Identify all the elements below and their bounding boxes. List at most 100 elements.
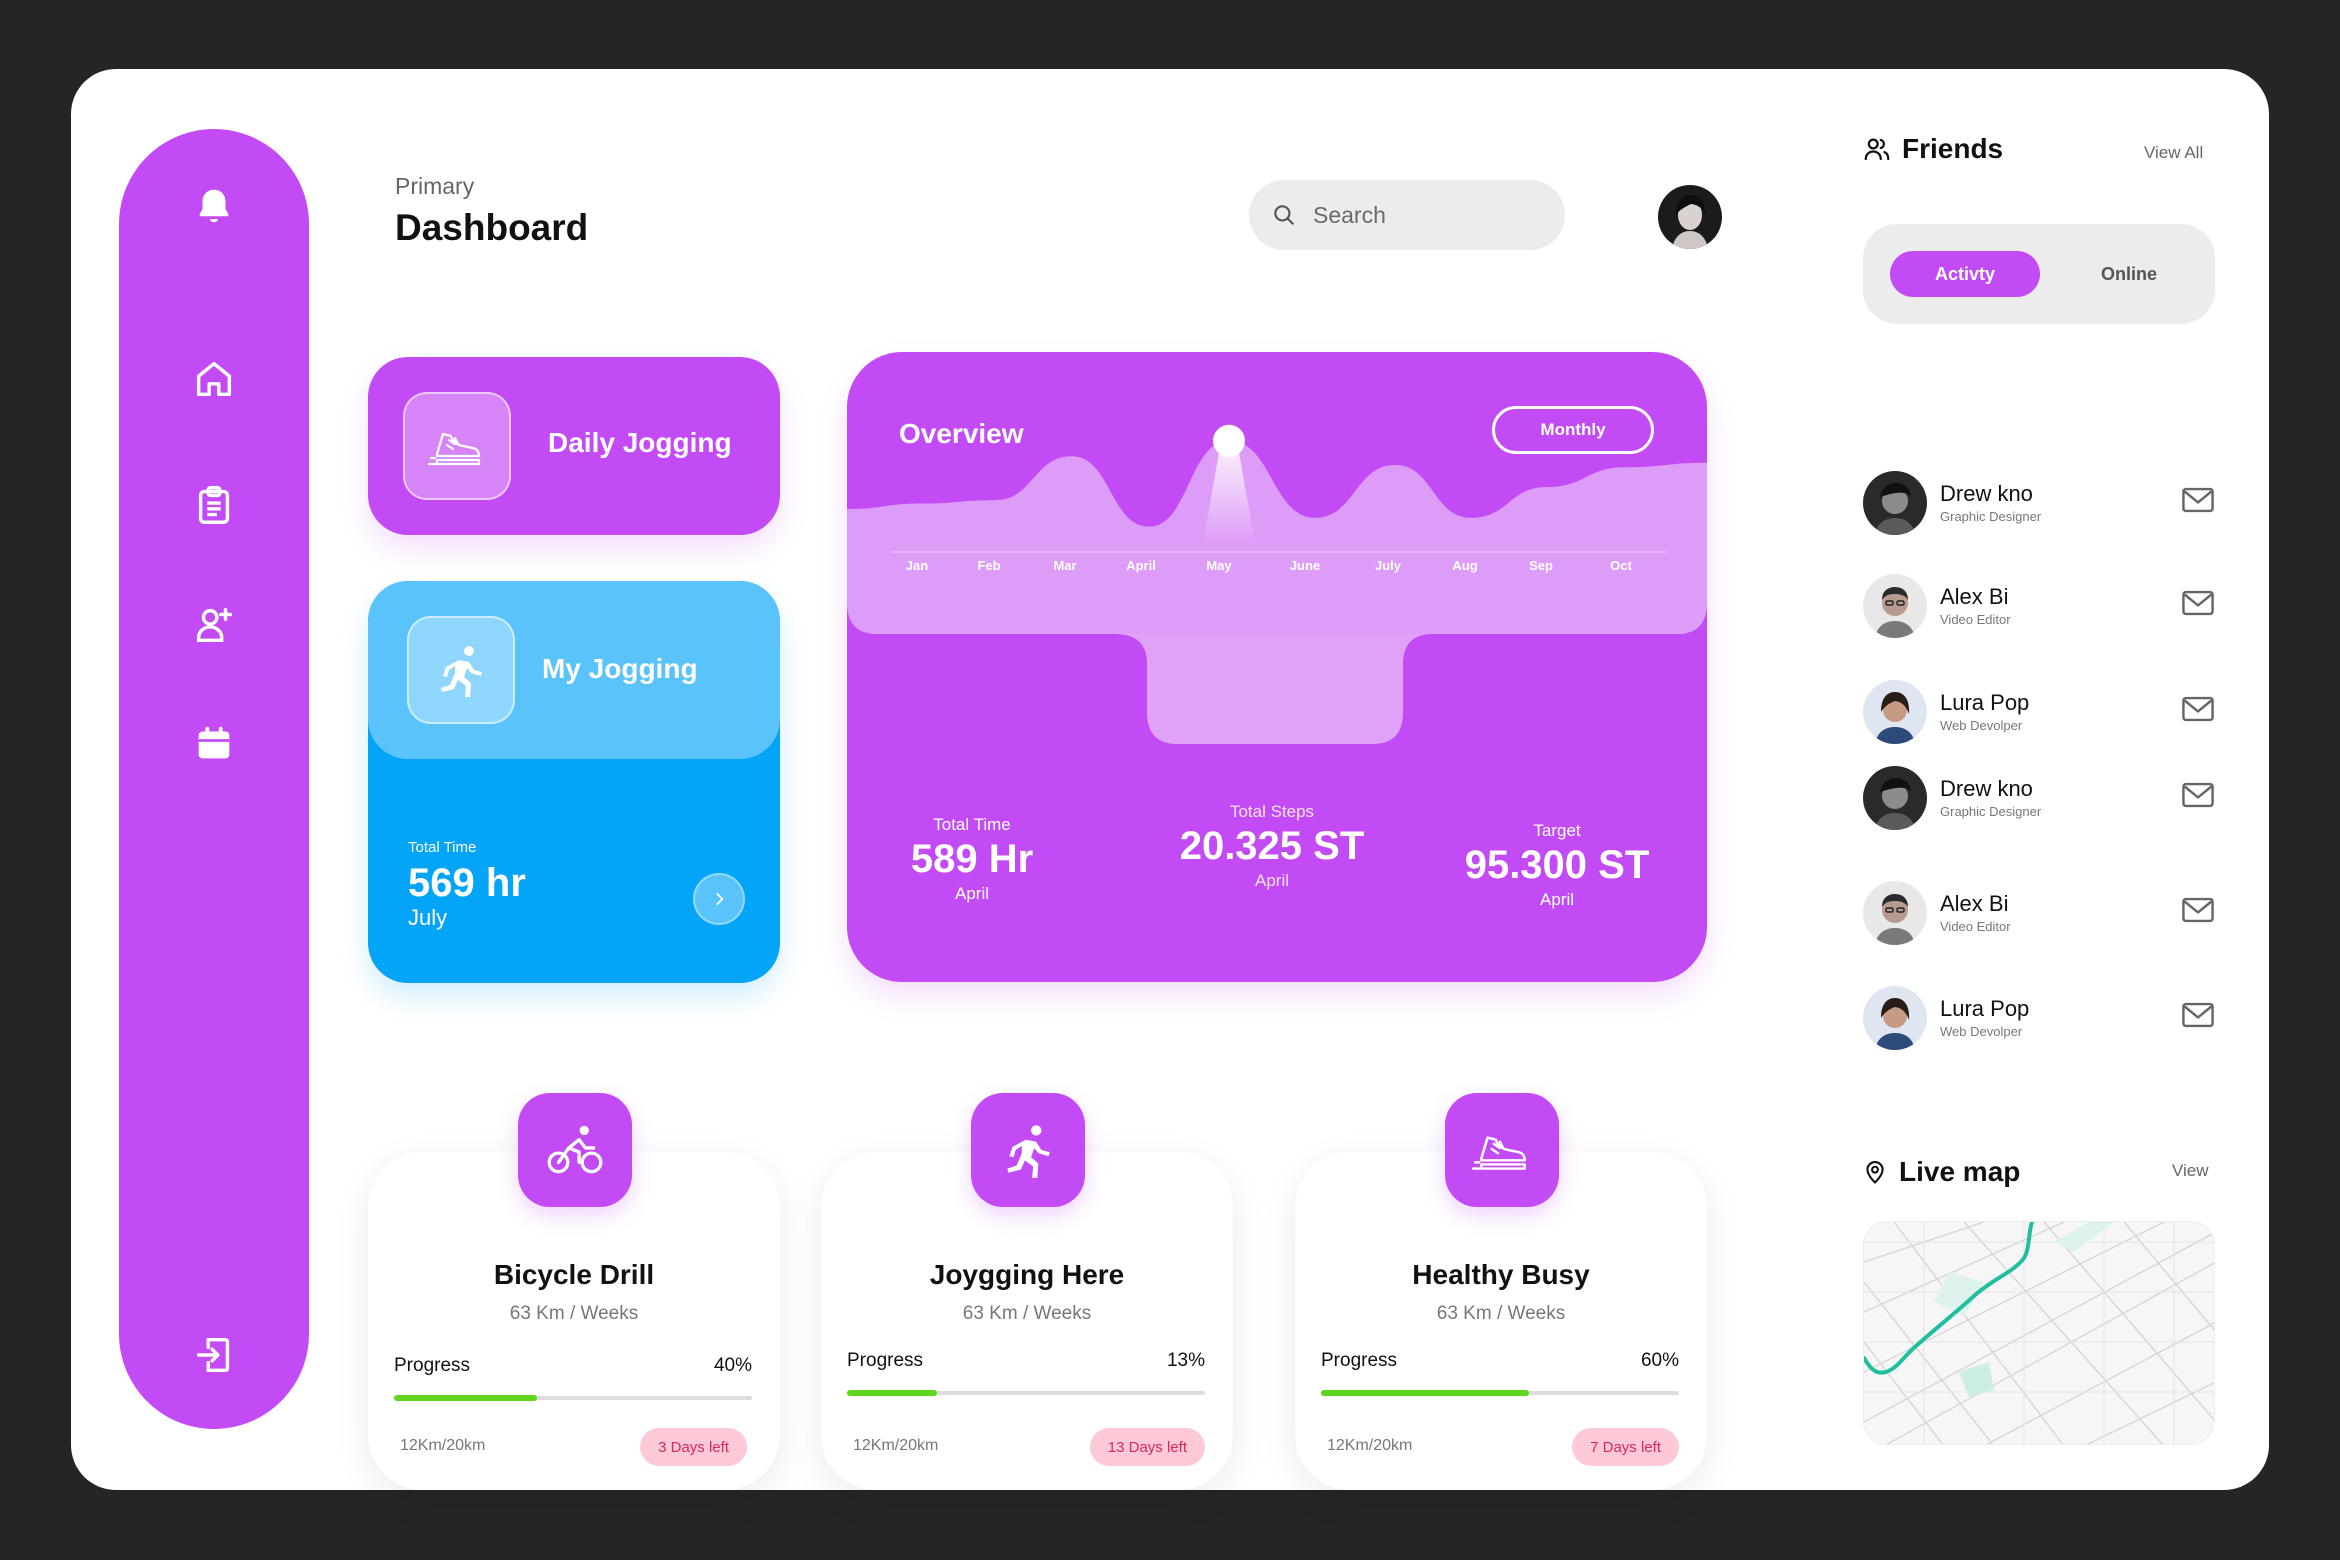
friend-row[interactable]: Drew kno Graphic Designer [1863,471,2215,537]
distance-text: 12Km/20km [400,1437,486,1454]
logout-icon[interactable] [188,1329,240,1381]
progress-percent: 60% [1640,1350,1679,1371]
home-icon[interactable] [188,353,240,405]
month-tick-label: April [1126,558,1156,573]
stat-caption: Total Steps [1229,802,1315,821]
live-map-heading: Live map [1861,1156,2020,1188]
stat-sub: April [1539,890,1574,909]
friend-avatar[interactable] [1863,574,1927,638]
search-input[interactable] [1313,201,1533,229]
clipboard-icon[interactable] [188,479,240,531]
search-bar [1249,180,1565,250]
location-pin-icon [1866,1161,1884,1184]
friend-role: Graphic Designer [1940,509,2042,524]
activity-title: Bicycle Drill [493,1259,655,1290]
my-jogging-header: My Jogging [368,581,780,759]
activity-card-bicycle[interactable]: Bicycle Drill 63 Km / Weeks Progress 40%… [368,1093,780,1490]
stat-value: 589 Hr [910,837,1034,881]
activity-card-healthy[interactable]: Healthy Busy 63 Km / Weeks Progress 60% … [1295,1093,1707,1490]
month-tick-label: May [1206,558,1232,573]
friend-name: Drew kno [1940,776,2033,801]
friend-name: Drew kno [1940,481,2033,506]
friend-avatar[interactable] [1863,986,1927,1050]
friend-role: Web Devolper [1940,718,2023,733]
stat-value: 95.300 ST [1464,843,1650,887]
month-tick-label: Oct [1610,558,1632,573]
friend-name: Alex Bi [1940,891,2009,916]
overview-chart: Jan Feb Mar April May June July Aug Sep Oct [847,424,1707,744]
mail-icon[interactable] [2181,694,2215,724]
map-graphic [1864,1222,2214,1444]
distance-text: 12Km/20km [853,1437,939,1454]
friend-role: Video Editor [1940,612,2011,627]
friend-avatar[interactable] [1863,471,1927,535]
bell-icon[interactable] [188,181,240,233]
month-tick-label: July [1375,558,1402,573]
chevron-right-icon [716,893,724,905]
my-jogging-label: My Jogging [542,653,698,684]
friends-title: Friends [1902,133,2004,164]
stat-sub: April [1254,871,1289,890]
mail-icon[interactable] [2181,780,2215,810]
days-left-badge: 3 Days left [640,1428,747,1466]
days-left-badge: 13 Days left [1089,1428,1205,1466]
progress-fill [1321,1390,1529,1396]
friend-row[interactable]: Drew kno Graphic Designer [1863,766,2215,832]
chart-highlight-point[interactable] [1213,424,1245,457]
friends-tab-switch: Activty Online [1863,224,2215,324]
stat-caption: Total Time [933,815,1011,834]
users-icon [1864,138,1890,161]
live-map[interactable] [1863,1221,2215,1445]
friend-row[interactable]: Alex Bi Video Editor [1863,881,2215,947]
runner-icon [971,1093,1085,1207]
search-icon [1274,205,1294,225]
activity-card-jogging[interactable]: Joygging Here 63 Km / Weeks Progress 13%… [821,1093,1233,1490]
tab-activity[interactable]: Activty [1890,251,2040,297]
mail-icon[interactable] [2181,485,2215,515]
calendar-icon[interactable] [188,717,240,769]
friend-avatar[interactable] [1863,881,1927,945]
friend-name: Lura Pop [1940,996,2030,1021]
view-all-link[interactable]: View All [2144,143,2204,162]
daily-jogging-card[interactable]: Daily Jogging [368,357,780,535]
my-jogging-card[interactable]: My Jogging Total Time 569 hr July [368,581,780,983]
chart-highlight-beam [1203,440,1255,544]
runner-icon [407,616,515,724]
progress-label: Progress [1321,1350,1398,1371]
page-title: Dashboard [395,207,589,248]
activity-subtitle: 63 Km / Weeks [962,1303,1092,1324]
friend-avatar[interactable] [1863,766,1927,830]
friend-role: Video Editor [1940,919,2011,934]
add-user-icon[interactable] [188,599,240,651]
mail-icon[interactable] [2181,588,2215,618]
month-tick-label: June [1290,558,1320,573]
period-dropdown[interactable]: Monthly [1492,406,1654,454]
friends-heading: Friends [1862,133,2003,165]
friend-row[interactable]: Lura Pop Web Devolper [1863,680,2215,746]
stat-target: Target 95.300 ST April [1447,821,1667,910]
sneaker-icon [403,392,511,500]
friend-row[interactable]: Alex Bi Video Editor [1863,574,2215,640]
mail-icon[interactable] [2181,1000,2215,1030]
distance-text: 12Km/20km [1327,1437,1413,1454]
stat-total-time: Total Time 589 Hr April [877,815,1067,904]
friend-avatar[interactable] [1863,680,1927,744]
user-avatar[interactable] [1658,185,1722,249]
mail-icon[interactable] [2181,895,2215,925]
month-tick-label: Jan [906,558,928,573]
friend-row[interactable]: Lura Pop Web Devolper [1863,986,2215,1052]
stat-sub: April [954,884,989,903]
my-jogging-next-button[interactable] [693,873,745,925]
progress-label: Progress [847,1350,924,1371]
tab-online[interactable]: Online [2100,263,2157,284]
map-view-link[interactable]: View [2172,1161,2209,1180]
app-frame: Primary Dashboard Daily Jogging My Joggi… [71,69,2269,1490]
overview-title: Overview [899,418,1024,449]
total-time-caption: Total Time [408,839,477,856]
activity-subtitle: 63 Km / Weeks [1436,1303,1566,1324]
overview-card: Jan Feb Mar April May June July Aug Sep Oct Overv… [847,352,1707,982]
bicycle-icon [518,1093,632,1207]
stat-total-steps: Total Steps 20.325 ST April [1152,802,1392,891]
friend-role: Web Devolper [1940,1024,2023,1039]
progress-percent: 40% [713,1355,752,1376]
